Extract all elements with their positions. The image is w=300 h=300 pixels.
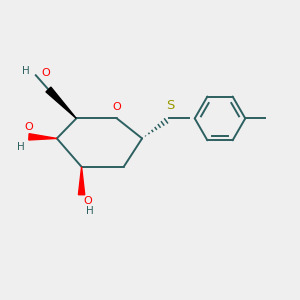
Text: O: O [24,122,33,132]
Polygon shape [29,134,57,140]
Text: O: O [112,102,121,112]
Polygon shape [46,87,76,119]
Text: O: O [41,68,50,78]
Text: H: H [17,142,24,152]
Text: H: H [22,66,30,76]
Text: O: O [83,196,92,206]
Text: H: H [86,206,94,216]
Text: S: S [166,99,175,112]
Polygon shape [78,167,85,195]
